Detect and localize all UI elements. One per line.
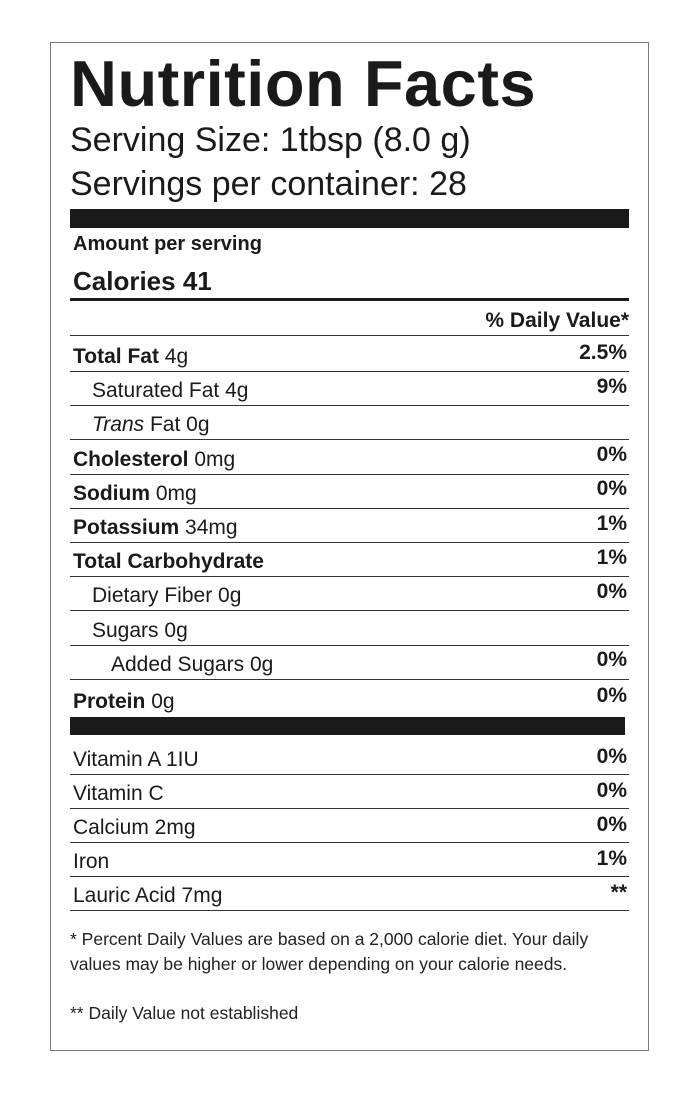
- nutrient-amount: 0mg: [194, 448, 235, 471]
- nutrient-row: Protein 0g 0%: [70, 678, 629, 716]
- label-title: Nutrition Facts: [70, 49, 629, 119]
- vitamin-row: Vitamin A 1IU 0%: [70, 741, 629, 775]
- vitamin-daily-value: **: [611, 881, 627, 905]
- nutrient-amount: 0g: [151, 690, 174, 713]
- nutrient-name: Dietary Fiber: [92, 584, 212, 607]
- nutrient-amount: 0g: [164, 619, 187, 642]
- nutrient-daily-value: 0%: [597, 443, 627, 467]
- vitamin-label: Lauric Acid 7mg: [70, 884, 222, 908]
- nutrient-daily-value: 1%: [597, 546, 627, 570]
- thick-divider: [70, 209, 629, 228]
- nutrient-daily-value: 0%: [597, 580, 627, 604]
- footnote-daily-values: * Percent Daily Values are based on a 2,…: [70, 927, 629, 977]
- nutrient-name: Total Carbohydrate: [73, 550, 264, 573]
- vitamin-label: Vitamin C: [70, 782, 164, 806]
- thick-divider-vitamins: [70, 717, 625, 735]
- nutrient-row: Dietary Fiber 0g 0%: [70, 575, 629, 611]
- vitamin-row: Vitamin C 0%: [70, 775, 629, 809]
- serving-size: Serving Size: 1tbsp (8.0 g): [70, 119, 629, 161]
- nutrient-daily-value: 1%: [597, 512, 627, 536]
- footnote-not-established: ** Daily Value not established: [70, 1001, 629, 1026]
- nutrient-amount: 4g: [165, 345, 188, 368]
- vitamin-row: Iron 1%: [70, 843, 629, 877]
- nutrient-name: Sugars: [92, 619, 159, 642]
- nutrient-amount: 0mg: [156, 482, 197, 505]
- nutrient-label: Total Carbohydrate: [70, 550, 264, 574]
- nutrient-label: Cholesterol 0mg: [70, 448, 235, 472]
- daily-value-header: % Daily Value*: [485, 309, 629, 333]
- nutrient-name: Potassium: [73, 516, 179, 539]
- nutrient-daily-value: 2.5%: [579, 341, 627, 365]
- nutrient-row: Saturated Fat 4g 9%: [70, 370, 629, 406]
- nutrient-label: Saturated Fat 4g: [70, 379, 248, 403]
- nutrient-amount: 34mg: [185, 516, 238, 539]
- vitamin-label: Iron: [70, 850, 109, 874]
- nutrient-row: Sodium 0mg 0%: [70, 473, 629, 509]
- nutrient-amount: 0g: [186, 413, 209, 436]
- nutrient-label: Trans Fat 0g: [70, 413, 210, 437]
- nutrient-daily-value: 9%: [597, 375, 627, 399]
- vitamin-daily-value: 0%: [597, 813, 627, 837]
- nutrient-label: Dietary Fiber 0g: [70, 584, 241, 608]
- nutrient-row: Trans Fat 0g: [70, 404, 629, 440]
- nutrient-row: Potassium 34mg 1%: [70, 507, 629, 543]
- nutrient-name-suffix: Fat: [150, 413, 180, 436]
- calories: Calories 41: [73, 266, 632, 297]
- nutrient-name: Saturated Fat: [92, 379, 219, 402]
- nutrient-daily-value: 0%: [597, 648, 627, 672]
- vitamin-daily-value: 0%: [597, 779, 627, 803]
- nutrition-facts-label: Nutrition Facts Serving Size: 1tbsp (8.0…: [50, 42, 649, 1051]
- vitamin-daily-value: 1%: [597, 847, 627, 871]
- amount-per-serving: Amount per serving: [73, 233, 632, 256]
- vitamin-row: Lauric Acid 7mg **: [70, 877, 629, 911]
- nutrient-name: Added Sugars: [111, 653, 244, 676]
- nutrient-label: Added Sugars 0g: [70, 653, 273, 677]
- vitamin-daily-value: 0%: [597, 745, 627, 769]
- nutrient-name: Trans: [92, 413, 144, 436]
- nutrient-row: Sugars 0g: [70, 610, 629, 646]
- nutrient-row: Total Fat 4g 2.5%: [70, 336, 629, 372]
- nutrient-amount: 4g: [225, 379, 248, 402]
- nutrient-name: Cholesterol: [73, 448, 189, 471]
- vitamin-label: Calcium 2mg: [70, 816, 196, 840]
- nutrient-label: Sugars 0g: [70, 619, 188, 643]
- nutrient-row: Cholesterol 0mg 0%: [70, 439, 629, 475]
- servings-per-container: Servings per container: 28: [70, 163, 629, 205]
- nutrient-daily-value: 0%: [597, 684, 627, 708]
- nutrient-row: Added Sugars 0g 0%: [70, 644, 629, 680]
- nutrient-name: Sodium: [73, 482, 150, 505]
- nutrient-label: Sodium 0mg: [70, 482, 197, 506]
- vitamin-row: Calcium 2mg 0%: [70, 809, 629, 843]
- nutrient-amount: 0g: [218, 584, 241, 607]
- nutrient-label: Protein 0g: [70, 690, 175, 714]
- nutrient-row: Total Carbohydrate 1%: [70, 541, 629, 577]
- nutrient-label: Potassium 34mg: [70, 516, 238, 540]
- nutrient-amount: 0g: [250, 653, 273, 676]
- nutrient-name: Total Fat: [73, 345, 159, 368]
- daily-value-header-row: % Daily Value*: [70, 301, 629, 336]
- vitamin-label: Vitamin A 1IU: [70, 748, 199, 772]
- nutrient-name: Protein: [73, 690, 145, 713]
- nutrient-label: Total Fat 4g: [70, 345, 188, 369]
- nutrient-daily-value: 0%: [597, 477, 627, 501]
